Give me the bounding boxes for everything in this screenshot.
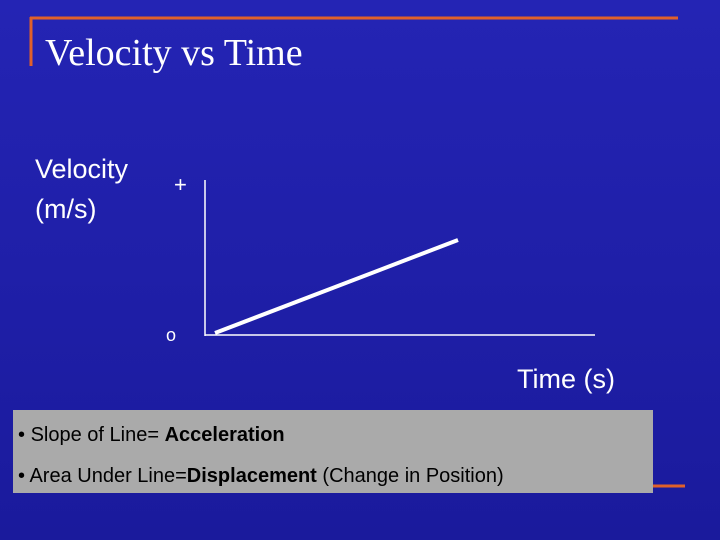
note: • Area Under Line=Displacement (Change i… <box>18 465 504 487</box>
note-term: Displacement <box>187 465 317 487</box>
y-axis-label: (m/s) <box>35 194 96 224</box>
note-detail: (Change in Position) <box>322 465 503 487</box>
velocity-line <box>214 238 459 335</box>
x-axis-label: Time (s) <box>517 364 615 394</box>
y-axis-label: Velocity <box>35 154 129 184</box>
bullet: • <box>18 424 25 446</box>
note-text: Area Under Line= <box>29 465 186 487</box>
note: • Slope of Line= Acceleration <box>18 424 285 446</box>
note-term: Acceleration <box>165 424 285 446</box>
bullet: • <box>18 465 25 487</box>
y-top-marker: + <box>174 172 187 197</box>
notes-box <box>13 410 653 493</box>
slide-title: Velocity vs Time <box>45 32 303 74</box>
origin-marker: o <box>166 325 176 345</box>
note-text: Slope of Line= <box>31 424 159 446</box>
